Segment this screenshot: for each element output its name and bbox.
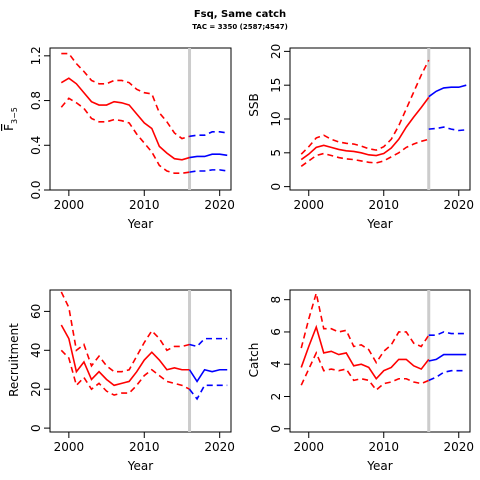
x-axis-label: Year [366, 217, 392, 231]
projection-median-line [428, 84, 467, 98]
y-axis-label: Catch [247, 343, 261, 378]
x-axis-label: Year [127, 217, 153, 231]
y-tick-label: 0.8 [29, 91, 43, 110]
y-tick-label: 8 [269, 296, 283, 304]
x-tick-label: 2010 [368, 440, 399, 454]
historical-upper-line [300, 59, 430, 155]
historical-upper-line [60, 291, 190, 373]
x-tick-label: 2020 [204, 198, 235, 212]
y-tick-label: 4 [269, 360, 283, 368]
x-tick-label: 2000 [293, 198, 324, 212]
y-tick-label: 5 [269, 149, 283, 157]
historical-lower-line [60, 97, 190, 175]
y-tick-label: 0 [269, 183, 283, 191]
x-tick-label: 2000 [54, 198, 85, 212]
x-tick-label: 2020 [204, 440, 235, 454]
historical-upper-line [61, 52, 190, 140]
projection-upper-line [189, 131, 228, 138]
plot-frame [49, 47, 232, 191]
y-tick-label: 0 [269, 425, 283, 433]
y-tick-label: 0.0 [29, 180, 43, 199]
y-tick-label: 0 [29, 424, 43, 432]
catch-panel: 2000 2010 2020 0 2 4 6 8 Year Catch [247, 289, 474, 473]
x-tick-label: 2010 [368, 198, 399, 212]
historical-median-line [300, 96, 430, 161]
y-axis-label: F3−5 [2, 107, 19, 131]
historical-lower-line [60, 349, 190, 396]
historical-lower-line [300, 138, 429, 167]
x-tick-label: 2000 [54, 440, 85, 454]
x-tick-label: 2000 [293, 440, 324, 454]
historical-lower-line [300, 350, 430, 392]
historical-upper-line [300, 293, 430, 365]
y-tick-label: 15 [269, 78, 283, 93]
x-axis-label: Year [366, 459, 392, 473]
page-subtitle: TAC = 3350 (2587;4547) [192, 23, 288, 31]
page-title: Fsq, Same catch [193, 9, 287, 20]
y-axis-label: Recruitment [7, 323, 21, 397]
projection-median-line [189, 153, 228, 159]
plot-frame [289, 47, 471, 191]
y-tick-label: 20 [29, 382, 43, 397]
y-tick-label: 20 [269, 44, 283, 59]
projection-lower-line [189, 169, 228, 173]
historical-median-line [300, 324, 430, 381]
projection-median-line [188, 368, 228, 383]
x-tick-label: 2020 [443, 440, 474, 454]
projection-lower-line [428, 369, 467, 382]
x-axis-label: Year [127, 459, 153, 473]
x-tick-label: 2010 [129, 440, 160, 454]
projection-median-line [428, 353, 467, 362]
x-tick-label: 2020 [443, 198, 474, 212]
y-tick-label: 10 [269, 111, 283, 126]
y-axis-label: SSB [247, 93, 261, 116]
recruitment-panel: 2000 2010 2020 0 20 40 60 Year Recruitment [7, 289, 235, 473]
projection-upper-line [428, 331, 467, 336]
plot-frame [289, 289, 471, 433]
y-tick-label: 1.2 [29, 46, 43, 65]
y-tick-label: 40 [29, 343, 43, 358]
projection-upper-line [189, 337, 228, 348]
x-tick-label: 2010 [129, 198, 160, 212]
projection-lower-line [428, 126, 467, 132]
y-tick-label: 2 [269, 393, 283, 401]
y-tick-label: 60 [29, 304, 43, 319]
ssb-panel: 2000 2010 2020 0 5 10 15 20 Year SSB [247, 44, 474, 231]
y-tick-label: 6 [269, 328, 283, 336]
projection-lower-line [188, 384, 228, 401]
historical-median-line [60, 324, 190, 387]
y-tick-label: 0.4 [29, 136, 43, 155]
historical-median-line [60, 77, 190, 161]
f-bar-panel: 2000 2010 2020 0.0 0.4 0.8 1.2 Year F3−5 [2, 46, 235, 231]
plot-frame [49, 289, 232, 433]
